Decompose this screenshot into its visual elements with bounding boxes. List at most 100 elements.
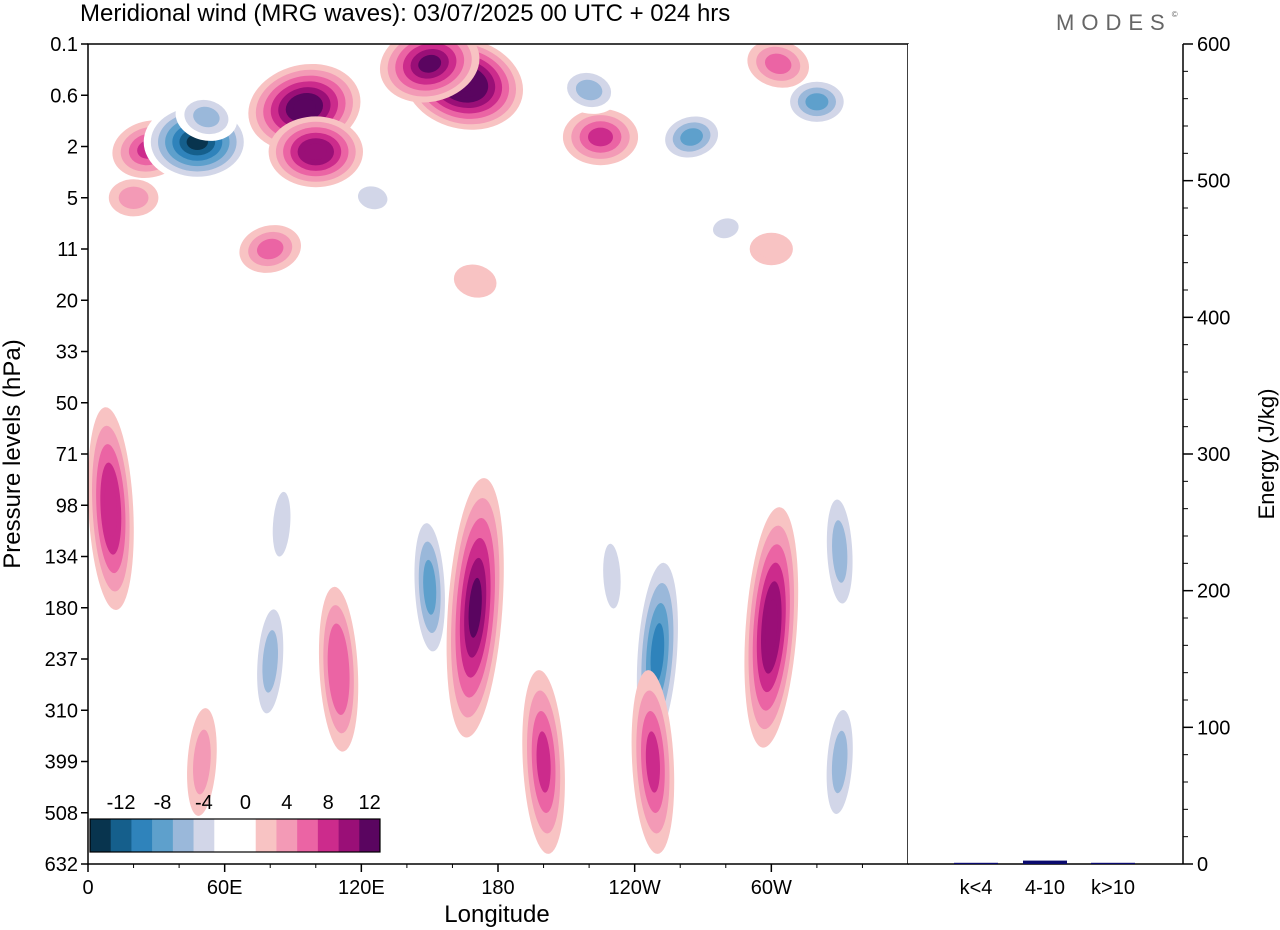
contour-band: [575, 79, 603, 101]
chart-title: Meridional wind (MRG waves): 03/07/2025 …: [80, 0, 731, 27]
wind-anomaly: [268, 116, 363, 188]
colorbar-swatch: [131, 819, 153, 852]
colorbar-swatch: [172, 819, 194, 852]
contour-band: [650, 623, 665, 684]
contour-band: [418, 54, 442, 73]
energy-tick-label: 600: [1197, 34, 1230, 56]
colorbar-tick-label: 8: [323, 792, 334, 814]
colorbar-tick-label: -4: [195, 792, 213, 814]
y-tick-label: 237: [45, 649, 78, 671]
y-tick-label: 310: [45, 700, 78, 722]
x-tick-label: 0: [82, 877, 93, 899]
energy-tick-label: 100: [1197, 717, 1230, 739]
y-tick-label: 399: [45, 752, 78, 774]
contour-band: [262, 630, 278, 693]
y-tick-label: 20: [56, 290, 78, 312]
brand-name: MODES: [1056, 10, 1172, 35]
wind-anomaly: [747, 44, 809, 88]
contour-band: [293, 98, 316, 117]
wind-anomaly: [239, 225, 301, 273]
wind-anomaly: [251, 588, 289, 735]
energy-bar: [1023, 860, 1067, 864]
energy-tick-label: 200: [1197, 581, 1230, 603]
y-tick-label: 71: [56, 444, 78, 466]
contour-band: [256, 238, 284, 260]
contour-band: [712, 218, 739, 239]
wind-anomaly: [522, 670, 565, 854]
wind-anomaly: [558, 66, 620, 114]
wind-anomaly: [175, 93, 238, 141]
contour-band: [536, 731, 551, 793]
colorbar-swatch: [338, 819, 360, 852]
wind-anomaly: [108, 179, 159, 217]
wind-anomaly: [453, 264, 497, 298]
wind-anomaly: [597, 522, 627, 631]
brand-mark: ©: [1171, 10, 1178, 19]
energy-tick-label: 300: [1197, 444, 1230, 466]
y-tick-label: 0.6: [50, 85, 78, 107]
wind-anomaly: [88, 407, 134, 610]
colorbar-swatch: [297, 819, 319, 852]
wind-anomaly: [446, 478, 504, 738]
wind-anomaly: [657, 110, 726, 164]
y-tick-label: 180: [45, 598, 78, 620]
contour-band: [588, 127, 613, 147]
contour-band: [332, 641, 346, 697]
colorbar-tick-label: 0: [240, 792, 251, 814]
y-tick-label: 50: [56, 393, 78, 415]
contour-band: [104, 480, 118, 537]
contour-band: [423, 559, 437, 615]
y-tick-label: 632: [45, 854, 78, 876]
colorbar-frame: [89, 818, 381, 853]
colorbar-tick-label: -12: [107, 792, 136, 814]
energy-bar: [954, 862, 998, 864]
energy-tick-label: 500: [1197, 171, 1230, 193]
x-tick-label: 120W: [609, 877, 661, 899]
wind-anomaly: [631, 670, 675, 854]
y-axis-label: Pressure levels (hPa): [0, 339, 26, 568]
x-tick-label: 120E: [338, 877, 385, 899]
y-tick-label: 33: [56, 342, 78, 364]
colorbar-swatch: [317, 819, 339, 852]
contour-band: [193, 106, 220, 128]
colorbar-swatch: [214, 819, 236, 852]
contour-band: [468, 577, 482, 638]
energy-axis: 0 100 200 300 400 500 600: [1183, 34, 1230, 876]
colorbar-swatch: [152, 819, 174, 852]
wind-anomaly: [187, 708, 217, 816]
contour-band: [304, 143, 327, 160]
wind-anomaly: [348, 178, 398, 217]
energy-category-label: 4-10: [1025, 877, 1065, 899]
y-tick-label: 2: [67, 137, 78, 159]
y-tick-label: 0.1: [50, 34, 78, 56]
energy-tick-label: 400: [1197, 307, 1230, 329]
wind-anomaly: [266, 470, 297, 579]
contour-band: [193, 729, 211, 795]
contour-band: [462, 271, 489, 292]
contour-band: [272, 491, 291, 557]
energy-axis-label: Energy (J/kg): [1254, 389, 1279, 520]
contour-band: [118, 186, 149, 209]
contour-field: [88, 44, 908, 864]
colorbar-swatch: [255, 819, 277, 852]
wind-anomaly: [749, 232, 793, 266]
contour-band: [758, 239, 785, 259]
colorbar-tick-label: 4: [281, 792, 292, 814]
y-tick-label: 5: [67, 188, 78, 210]
wind-anomaly: [821, 689, 858, 835]
brand-logo: MODES©: [1056, 10, 1178, 36]
energy-tick-label: 0: [1197, 854, 1208, 876]
y-tick-label: 508: [45, 803, 78, 825]
contour-band: [831, 730, 848, 794]
colorbar-swatch: [193, 819, 215, 852]
energy-bars: [954, 860, 1135, 864]
energy-bar: [1091, 862, 1135, 864]
x-tick-label: 60E: [207, 877, 243, 899]
longitude-axis: 0 60E 120E 180 120W 60W: [82, 864, 863, 899]
contour-band: [764, 53, 792, 75]
x-axis-label: Longitude: [444, 901, 549, 928]
contour-band: [645, 731, 660, 793]
y-tick-label: 134: [45, 547, 78, 569]
contour-band: [357, 186, 388, 210]
